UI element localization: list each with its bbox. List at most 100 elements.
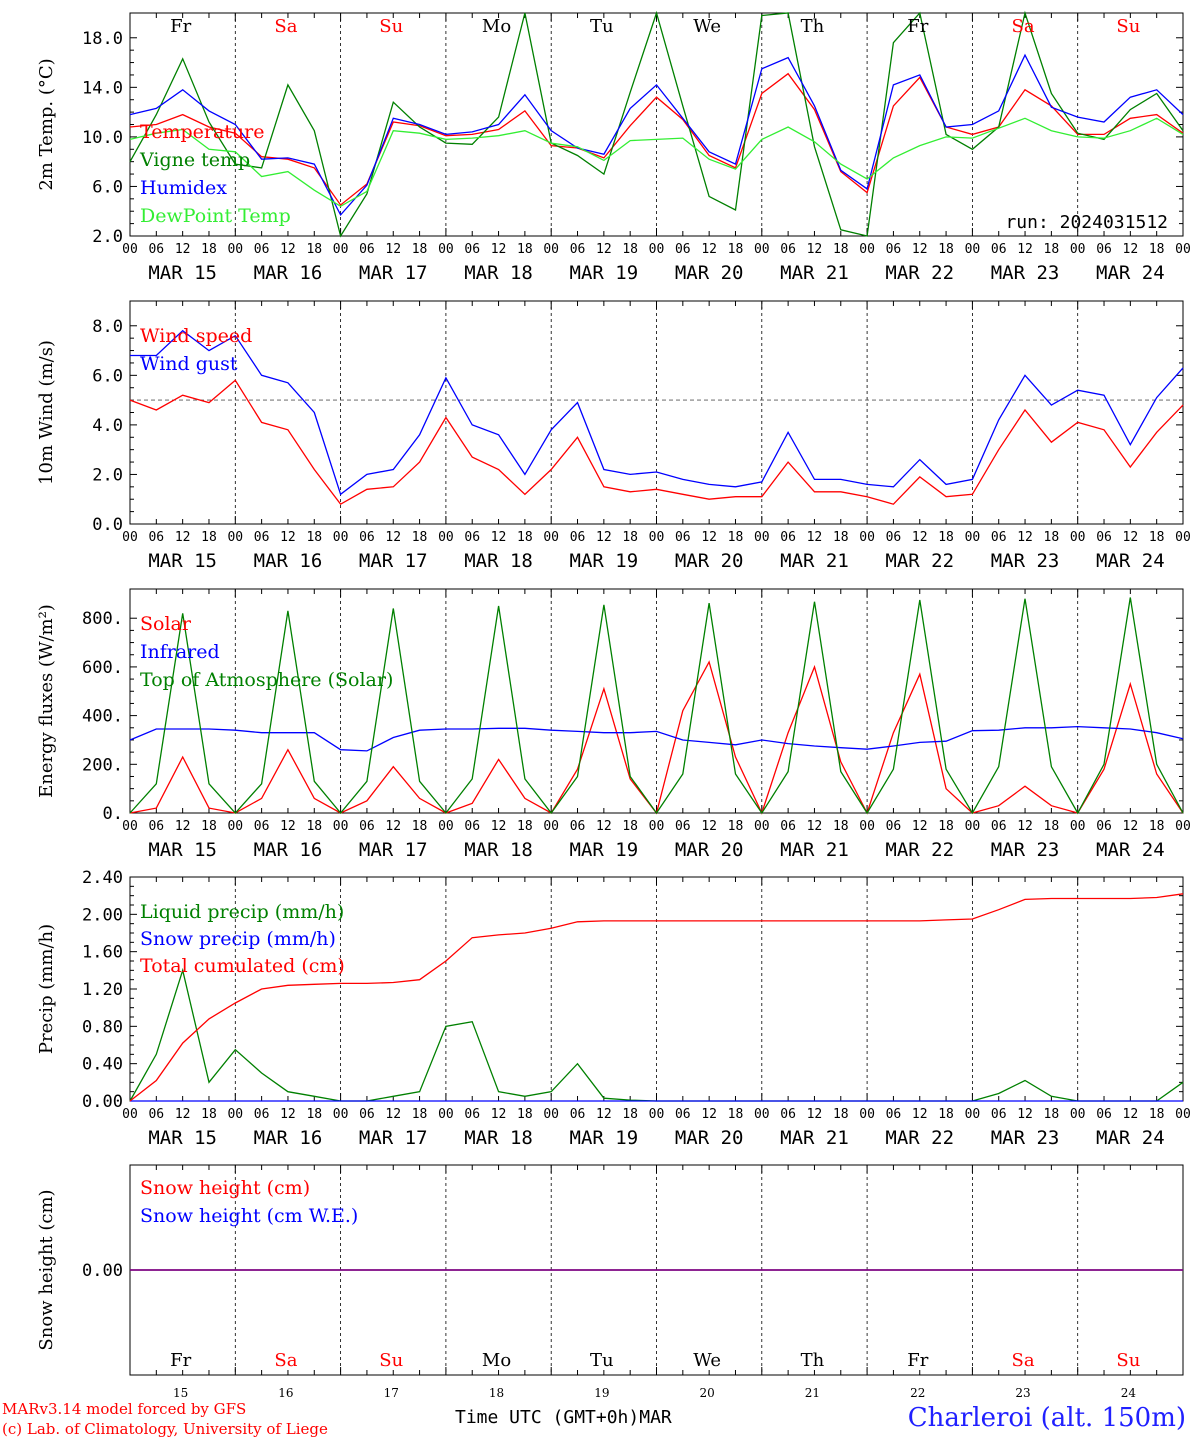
x-tick-label: 06: [464, 1107, 480, 1122]
x-tick-label: 12: [912, 530, 928, 545]
day-label: MAR 24: [1096, 550, 1165, 572]
x-tick-label: 06: [570, 242, 586, 257]
x-tick-label: 12: [280, 1107, 296, 1122]
panel-5: 0.00 Snow height (cm) Snow height (cm) Snow…: [36, 1164, 1184, 1400]
day-label: MAR 22: [885, 1127, 954, 1149]
x-tick-label: 00: [122, 530, 138, 545]
x-tick-label: 12: [491, 1107, 507, 1122]
x-tick-label: 06: [254, 530, 270, 545]
x-tick-label: 12: [1017, 242, 1033, 257]
day-number-label: 24: [1121, 1386, 1137, 1400]
x-tick-label: 12: [280, 242, 296, 257]
y-tick-label: 400.: [82, 707, 123, 727]
x-tick-label: 12: [175, 530, 191, 545]
y-tick-label: 2.40: [82, 868, 123, 888]
x-tick-label: 00: [754, 530, 770, 545]
x-tick-label: 06: [570, 530, 586, 545]
day-label: MAR 20: [675, 550, 744, 572]
x-tick-label: 12: [491, 819, 507, 834]
weekday-label: We: [693, 16, 721, 37]
weekday-label: Su: [1116, 1350, 1140, 1371]
y-tick-label: 2.0: [92, 227, 123, 247]
y-tick-label: 6.0: [92, 177, 123, 197]
x-tick-label: 18: [306, 242, 322, 257]
day-label: MAR 16: [254, 262, 323, 284]
y-tick-label: 4.0: [92, 416, 123, 436]
x-tick-label: 12: [1017, 819, 1033, 834]
weekday-label: Su: [379, 1350, 403, 1371]
x-tick-label: 00: [754, 819, 770, 834]
x-tick-label: 06: [886, 1107, 902, 1122]
x-tick-label: 00: [965, 530, 981, 545]
weekday-label: Sa: [274, 1350, 297, 1371]
x-tick-label: 00: [1175, 1107, 1191, 1122]
x-tick-label: 00: [333, 242, 349, 257]
y-tick-label: 14.0: [82, 78, 123, 98]
day-number-label: 17: [384, 1386, 399, 1400]
day-label: MAR 17: [359, 550, 428, 572]
x-tick-label: 06: [148, 530, 164, 545]
x-tick-label: 06: [148, 242, 164, 257]
day-label: MAR 23: [991, 839, 1060, 861]
x-tick-label: 12: [912, 819, 928, 834]
x-tick-label: 06: [886, 819, 902, 834]
y-axis-label: Snow height (cm): [36, 1189, 57, 1350]
x-tick-label: 12: [280, 819, 296, 834]
day-label: MAR 16: [254, 839, 323, 861]
day-number-label: 19: [594, 1386, 609, 1400]
y-tick-label: 0.80: [82, 1017, 123, 1037]
y-tick-label: 2.00: [82, 905, 123, 925]
x-tick-label: 06: [1096, 1107, 1112, 1122]
x-tick-label: 12: [596, 1107, 612, 1122]
x-tick-label: 06: [359, 1107, 375, 1122]
weekday-label: Th: [801, 16, 825, 37]
x-tick-label: 18: [306, 819, 322, 834]
x-tick-label: 12: [1017, 530, 1033, 545]
x-tick-label: 06: [675, 1107, 691, 1122]
x-tick-label: 00: [122, 1107, 138, 1122]
series-line-2: [129, 10, 1184, 238]
legend-entry: Temperature: [140, 121, 264, 143]
x-tick-label: 00: [965, 819, 981, 834]
x-tick-label: 12: [912, 242, 928, 257]
x-tick-label: 12: [280, 530, 296, 545]
y-tick-label: 1.20: [82, 980, 123, 1000]
x-tick-label: 18: [938, 530, 954, 545]
x-tick-label: 06: [254, 1107, 270, 1122]
day-label: MAR 21: [780, 839, 849, 861]
x-tick-label: 18: [728, 530, 744, 545]
x-tick-label: 00: [227, 1107, 243, 1122]
x-tick-label: 18: [833, 1107, 849, 1122]
day-number-label: 23: [1015, 1386, 1030, 1400]
weekday-label: Mo: [482, 1350, 511, 1371]
x-tick-label: 06: [359, 242, 375, 257]
x-tick-label: 18: [201, 530, 217, 545]
x-tick-label: 18: [412, 819, 428, 834]
x-tick-label: 18: [1044, 242, 1060, 257]
copyright-credit: (c) Lab. of Climatology, University of L…: [2, 1420, 328, 1438]
x-tick-label: 12: [596, 242, 612, 257]
x-tick-label: 06: [991, 1107, 1007, 1122]
legend-entry: Liquid precip (mm/h): [140, 901, 344, 923]
y-axis-label: 10m Wind (m/s): [36, 340, 57, 485]
x-tick-label: 06: [464, 242, 480, 257]
day-number-label: 18: [489, 1386, 504, 1400]
x-tick-label: 00: [1070, 242, 1086, 257]
day-label: MAR 22: [885, 550, 954, 572]
legend-entry: Infrared: [140, 641, 220, 663]
x-tick-label: 00: [649, 530, 665, 545]
x-tick-label: 18: [201, 819, 217, 834]
x-tick-label: 00: [859, 819, 875, 834]
legend-entry: Snow precip (mm/h): [140, 928, 336, 950]
weekday-label: Fr: [907, 16, 928, 37]
day-label: MAR 19: [570, 262, 639, 284]
x-tick-label: 06: [780, 242, 796, 257]
x-tick-label: 18: [1044, 819, 1060, 834]
series-line-3: [129, 53, 1184, 217]
x-tick-label: 12: [1017, 1107, 1033, 1122]
day-label: MAR 24: [1096, 839, 1165, 861]
x-tick-label: 18: [833, 530, 849, 545]
series-line-4: [129, 117, 1184, 208]
x-tick-label: 00: [543, 1107, 559, 1122]
day-label: MAR 23: [991, 550, 1060, 572]
